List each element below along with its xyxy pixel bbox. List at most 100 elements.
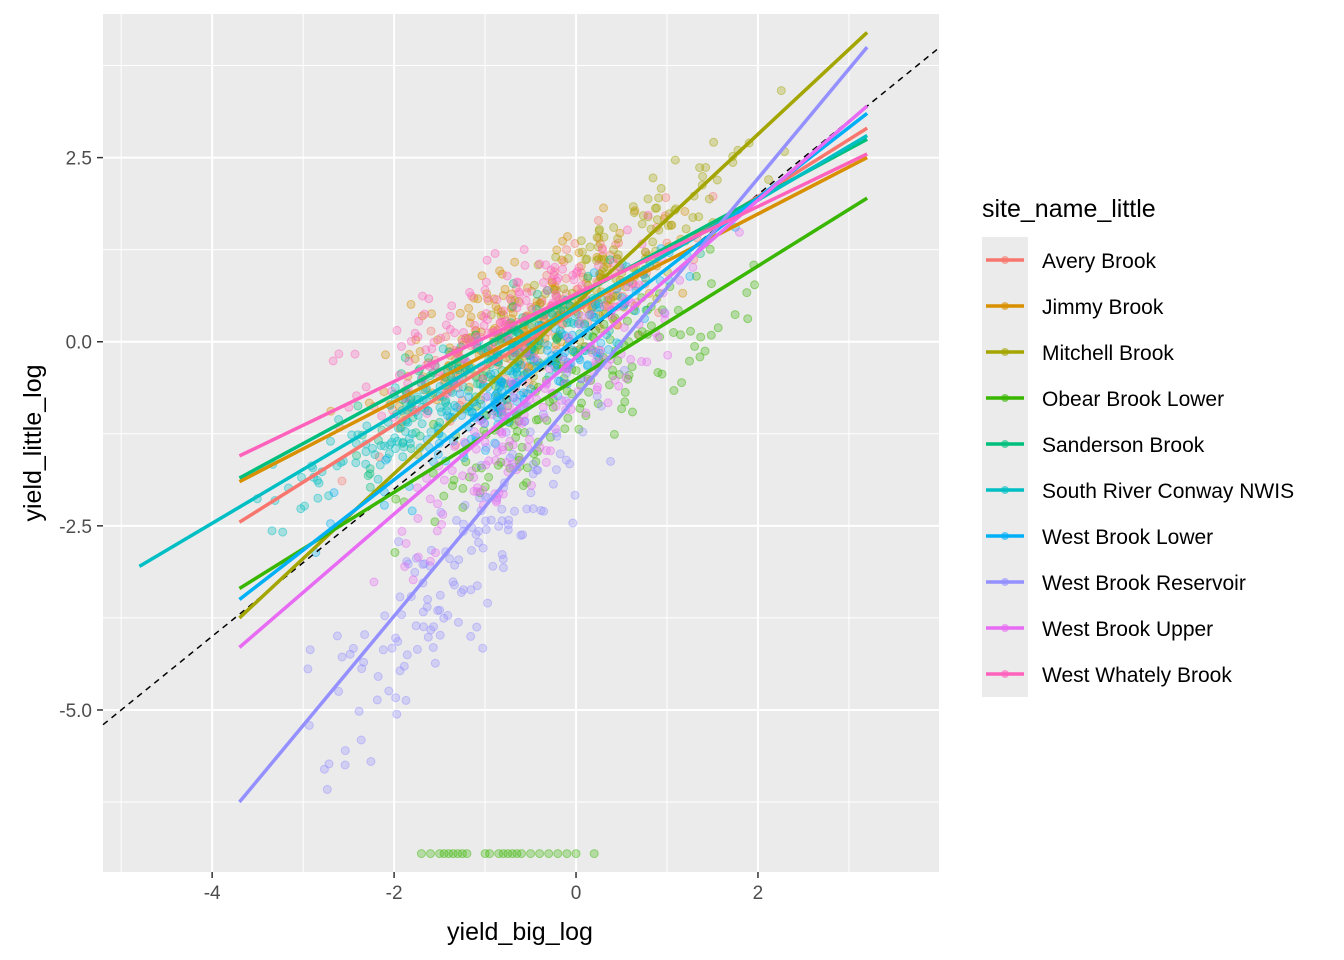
data-point [415,347,425,356]
data-point [669,328,678,337]
data-point [567,345,577,355]
data-point [413,332,423,342]
data-point [694,212,704,222]
data-point [350,349,360,359]
data-point [544,849,554,859]
data-point [706,279,716,289]
data-point [597,267,607,276]
data-point [429,337,439,347]
legend-key-point [1001,624,1009,632]
data-point [464,392,474,402]
data-point [395,592,405,602]
data-point [360,630,370,640]
data-point [464,303,474,313]
legend-label: Mitchell Brook [1042,342,1174,365]
axes: -4 -2 0 2 -5.0 -2.5 0.0 2.5 [59,149,763,904]
data-point [464,406,474,416]
data-point [594,345,604,355]
data-point [494,849,504,859]
data-point [478,643,488,653]
legend-label: West Whately Brook [1042,664,1232,687]
data-point [459,328,468,337]
data-point [433,499,443,509]
data-point [597,255,607,265]
data-point [607,314,617,323]
data-point [585,310,595,320]
data-point [504,441,514,451]
data-point [486,515,496,525]
data-point [556,337,566,347]
data-point [593,242,603,252]
data-point [531,301,541,311]
data-point [498,445,507,455]
data-point [491,302,501,311]
data-point [654,193,664,203]
data-point [488,561,498,571]
data-point [441,396,451,406]
data-point [551,402,561,411]
data-point [552,276,562,286]
data-point [580,319,590,329]
data-point [502,271,512,281]
data-point [608,365,617,375]
data-point [433,335,443,345]
data-point [492,495,502,505]
data-point [471,325,480,335]
data-point [357,664,367,674]
data-point [539,338,549,348]
data-point [584,387,594,397]
data-point [387,437,397,447]
data-point [519,388,528,398]
data-point [576,236,586,246]
data-point [560,331,570,341]
data-point [592,233,602,242]
data-point [533,260,543,270]
data-point [597,243,607,253]
data-point [701,163,711,172]
data-point [561,455,571,465]
data-point [418,291,427,301]
data-point [557,329,567,339]
data-point [527,481,536,490]
data-point [450,442,460,451]
data-point [491,455,501,465]
data-point [572,266,582,276]
data-point [463,333,473,343]
data-point [382,453,392,463]
data-point [481,460,491,470]
data-point [517,418,527,428]
data-point [445,554,455,564]
data-point [643,210,653,220]
data-point [532,289,542,299]
data-point [365,469,375,479]
data-point [493,388,503,398]
data-point [359,657,369,667]
data-point [481,492,490,502]
legend-key-point [1001,532,1009,540]
data-point [378,645,388,655]
data-point [593,216,603,225]
data-point [514,287,524,297]
data-point [596,269,605,279]
data-point [466,631,476,641]
data-point [459,437,469,447]
data-point [514,452,524,462]
data-point [479,312,489,322]
data-point [623,225,632,235]
data-point [440,397,450,407]
data-point [419,622,428,632]
data-point [478,543,488,553]
data-point [401,539,411,548]
data-point [296,504,306,514]
data-point [450,560,460,570]
data-point [483,296,493,306]
legend-label: Jimmy Brook [1042,296,1164,319]
data-point [609,245,618,255]
data-point [497,550,507,559]
data-point [596,401,606,411]
data-point [505,463,515,473]
data-point [641,248,651,258]
data-point [486,369,496,379]
data-point [448,481,457,491]
fit-line [238,196,869,590]
